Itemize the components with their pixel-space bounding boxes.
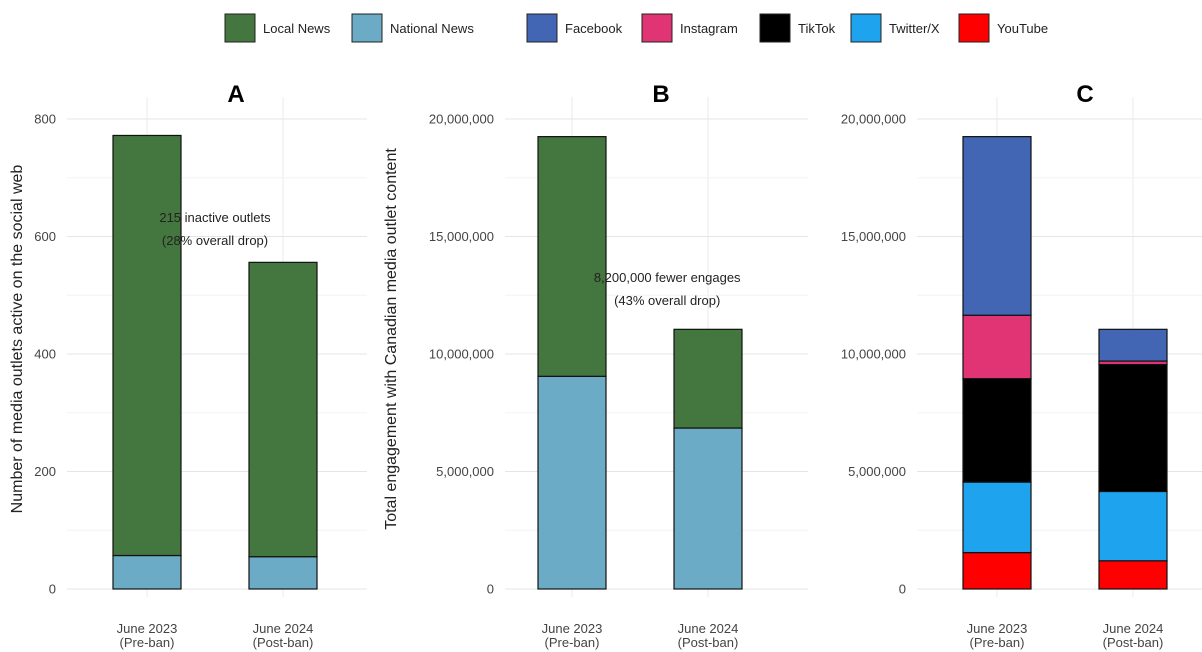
bar-segment-facebook <box>1098 328 1168 362</box>
legend-label-instagram: Instagram <box>680 21 738 36</box>
legend-label-local-news: Local News <box>263 21 331 36</box>
x-tick-label: (Pre-ban) <box>545 635 600 650</box>
y-tick-label: 0 <box>899 582 906 597</box>
panel-b: 0 5,000,000 10,000,000 15,000,000 20,000,000… <box>383 81 808 650</box>
x-tick-label: June 2024 <box>678 621 739 636</box>
y-tick-label: 400 <box>34 347 56 362</box>
y-tick-label: 0 <box>487 582 494 597</box>
annotation-text: (28% overall drop) <box>162 233 268 248</box>
y-tick-label: 5,000,000 <box>436 464 494 479</box>
legend-swatch-facebook <box>526 13 558 43</box>
y-tick-label: 0 <box>49 582 56 597</box>
legend-label-youtube: YouTube <box>997 21 1048 36</box>
bar-segment-national-news <box>248 556 318 590</box>
legend-swatch-instagram <box>641 13 673 43</box>
y-tick-label: 20,000,000 <box>841 112 906 127</box>
panel-c: 0 5,000,000 10,000,000 15,000,000 20,000,000… <box>841 81 1202 650</box>
legend-label-twitter-x: Twitter/X <box>889 21 940 36</box>
bar-segment-youtube <box>962 551 1032 590</box>
panel-title: C <box>1076 81 1093 108</box>
y-tick-label: 600 <box>34 229 56 244</box>
legend-swatch-national-news <box>351 13 383 43</box>
legend-swatch-local-news <box>224 13 256 43</box>
x-tick-label: (Post-ban) <box>253 635 314 650</box>
annotation-text: 215 inactive outlets <box>159 210 271 225</box>
legend-swatch-youtube <box>958 13 990 43</box>
annotation-text: (43% overall drop) <box>614 293 720 308</box>
x-tick-label: June 2024 <box>1103 621 1164 636</box>
x-tick-label: June 2023 <box>117 621 178 636</box>
x-tick-label: (Pre-ban) <box>120 635 175 650</box>
bar-segment-local-news <box>248 261 318 558</box>
bar-segment-national-news <box>537 375 607 590</box>
x-tick-label: June 2023 <box>967 621 1028 636</box>
x-tick-label: June 2024 <box>253 621 314 636</box>
y-tick-label: 10,000,000 <box>429 347 494 362</box>
bar-segment-facebook <box>962 136 1032 316</box>
y-tick-label: 10,000,000 <box>841 347 906 362</box>
legend-label-facebook: Facebook <box>565 21 623 36</box>
bar-segment-twitter-x <box>962 481 1032 554</box>
y-tick-label: 15,000,000 <box>429 229 494 244</box>
bar-segment-local-news <box>673 328 743 429</box>
legend: Local News National News Facebook Instagram… <box>224 13 1048 43</box>
x-tick-label: (Post-ban) <box>1103 635 1164 650</box>
panel-title: A <box>227 81 244 108</box>
bar-segment-youtube <box>1098 560 1168 590</box>
bar-segment-local-news <box>537 136 607 377</box>
bar-segment-local-news <box>112 134 182 557</box>
y-axis-title: Number of media outlets active on the so… <box>9 165 26 514</box>
y-tick-label: 15,000,000 <box>841 229 906 244</box>
y-tick-label: 20,000,000 <box>429 112 494 127</box>
legend-swatch-tiktok <box>759 13 791 43</box>
y-tick-label: 800 <box>34 112 56 127</box>
annotation-text: 8,200,000 fewer engages <box>594 270 741 285</box>
bar-segment-tiktok <box>1098 363 1168 493</box>
bar-segment-instagram <box>962 314 1032 380</box>
y-axis-title: Total engagement with Canadian media out… <box>383 148 400 530</box>
x-tick-label: (Post-ban) <box>678 635 739 650</box>
legend-label-national-news: National News <box>390 21 474 36</box>
x-tick-label: (Pre-ban) <box>970 635 1025 650</box>
bar-segment-national-news <box>673 427 743 590</box>
panel-a: 0 200 400 600 800 Number of media outlets act… <box>9 81 367 650</box>
legend-swatch-twitter-x <box>850 13 882 43</box>
y-tick-label: 5,000,000 <box>848 464 906 479</box>
bar-segment-national-news <box>112 554 182 590</box>
x-tick-label: June 2023 <box>542 621 603 636</box>
legend-label-tiktok: TikTok <box>798 21 836 36</box>
bar-segment-twitter-x <box>1098 490 1168 562</box>
bar-segment-tiktok <box>962 378 1032 483</box>
y-tick-label: 200 <box>34 464 56 479</box>
panel-title: B <box>652 81 669 108</box>
